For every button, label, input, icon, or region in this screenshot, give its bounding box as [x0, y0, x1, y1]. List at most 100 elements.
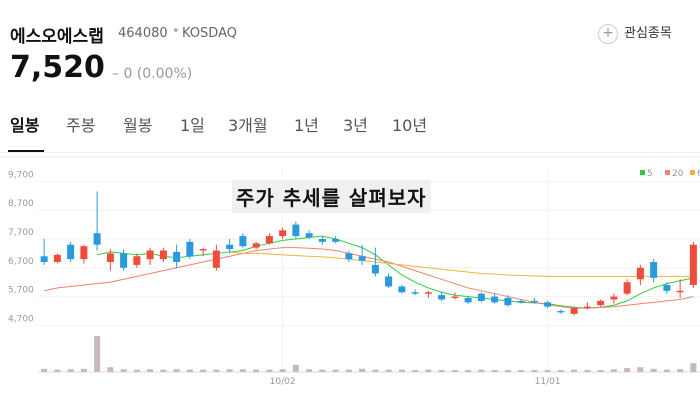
favorite-label: 관심종목: [624, 26, 672, 41]
x-tick-label: 11/01: [535, 377, 561, 387]
candle-body: [305, 233, 313, 238]
candle-body: [133, 256, 141, 265]
candle-body: [345, 253, 353, 260]
candle-body: [385, 276, 393, 287]
candle-body: [530, 300, 538, 303]
volume-bar: [345, 369, 352, 372]
volume-bar: [107, 367, 114, 372]
candle-body: [226, 244, 234, 250]
volume-bar: [332, 369, 339, 372]
volume-bar: [133, 369, 140, 372]
candle-body: [40, 256, 48, 263]
y-tick-label: 8,700: [8, 199, 34, 209]
stock-code: 464080: [118, 26, 168, 41]
change-value: 0 (0.00%): [123, 66, 193, 82]
tab[interactable]: 3개월: [228, 116, 268, 135]
volume-bar: [571, 369, 578, 372]
volume-bar: [677, 369, 684, 372]
legend-swatch: [640, 170, 645, 175]
volume-bar: [412, 370, 419, 372]
volume-bar: [610, 369, 617, 372]
volume-bar: [425, 369, 432, 372]
y-tick-label: 4,700: [8, 314, 34, 324]
legend-swatch: [690, 170, 695, 175]
tab[interactable]: 10년: [392, 116, 428, 135]
volume-bar: [147, 369, 154, 372]
tab-underline: [8, 150, 44, 152]
candle-body: [279, 230, 287, 237]
candle-body: [265, 236, 273, 244]
volume-bar: [531, 370, 538, 372]
tab[interactable]: 일봉: [10, 116, 40, 135]
candle-body: [424, 292, 432, 294]
candle-body: [106, 253, 114, 263]
candle-body: [676, 290, 684, 293]
market: KOSDAQ: [182, 26, 237, 41]
volume-bar: [80, 368, 87, 372]
candle-body: [186, 241, 194, 257]
volume-bar: [690, 363, 697, 372]
volume-bar: [67, 369, 74, 372]
separator: •: [172, 24, 180, 39]
x-tick-label: 10/02: [270, 377, 296, 387]
volume-bar: [584, 370, 591, 372]
ma-line: [229, 251, 694, 277]
volume-bar: [518, 370, 525, 372]
volume-bar: [160, 369, 167, 372]
candle-body: [491, 296, 499, 303]
tab[interactable]: 주봉: [66, 116, 96, 135]
legend-label: 5: [647, 169, 653, 179]
tab[interactable]: 1년: [294, 116, 319, 135]
candle-body: [623, 282, 631, 294]
volume-bar: [557, 370, 564, 372]
volume-bar: [94, 336, 101, 372]
volume-bar: [451, 370, 458, 372]
candle-body: [252, 243, 260, 248]
candle-body: [120, 253, 128, 268]
candle-body: [159, 250, 167, 260]
tab[interactable]: 월봉: [123, 116, 153, 135]
volume-bar: [200, 369, 207, 372]
candle-body: [53, 254, 61, 263]
volume-bar: [491, 370, 498, 372]
volume-bar: [544, 370, 551, 372]
volume-bar: [372, 369, 379, 372]
candle-body: [689, 244, 697, 286]
volume-bar: [41, 368, 48, 372]
volume-bar: [478, 369, 485, 372]
candle-body: [557, 310, 565, 313]
candle-body: [67, 244, 75, 260]
plus-icon: +: [598, 24, 618, 44]
volume-bar: [637, 367, 644, 372]
volume-bar: [279, 369, 286, 372]
volume-bar: [213, 369, 220, 372]
candle-body: [477, 293, 485, 301]
candle-body: [464, 298, 472, 303]
volume-bar: [306, 369, 313, 372]
volume-bar: [663, 369, 670, 372]
candle-body: [504, 298, 512, 306]
candle-body: [636, 267, 644, 280]
volume-bar: [186, 369, 193, 372]
volume-bar: [597, 370, 604, 372]
favorite-button[interactable]: + 관심종목: [598, 22, 672, 44]
candle-body: [610, 296, 618, 300]
tab[interactable]: 1일: [180, 116, 205, 135]
volume-bar: [266, 369, 273, 372]
volume-bar: [398, 369, 405, 372]
legend-label: 20: [672, 169, 684, 179]
tab[interactable]: 3년: [343, 116, 368, 135]
candle-body: [173, 251, 181, 263]
y-tick-label: 6,700: [8, 257, 34, 267]
period-tabs: 일봉 주봉 월봉 1일 3개월 1년 3년 10년: [0, 112, 700, 153]
candle-body: [544, 302, 552, 307]
candle-body: [570, 308, 578, 314]
candle-body: [438, 295, 446, 300]
candle-body: [239, 236, 247, 247]
volume-bar: [359, 368, 366, 372]
legend-label: 60: [697, 169, 700, 179]
volume-bar: [465, 370, 472, 372]
candle-body: [597, 300, 605, 306]
